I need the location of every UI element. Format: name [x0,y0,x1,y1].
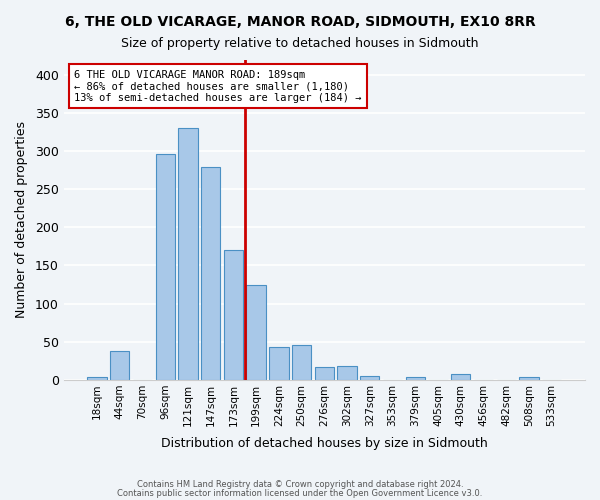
X-axis label: Distribution of detached houses by size in Sidmouth: Distribution of detached houses by size … [161,437,488,450]
Text: Contains public sector information licensed under the Open Government Licence v3: Contains public sector information licen… [118,488,482,498]
Bar [406,376,425,380]
Bar [269,347,289,380]
Bar [451,374,470,380]
Bar [519,378,539,380]
Text: 6, THE OLD VICARAGE, MANOR ROAD, SIDMOUTH, EX10 8RR: 6, THE OLD VICARAGE, MANOR ROAD, SIDMOUT… [65,15,535,29]
Bar [88,378,107,380]
Bar [337,366,357,380]
Bar [247,285,266,380]
Bar [224,250,243,380]
Bar [178,128,197,380]
Text: Size of property relative to detached houses in Sidmouth: Size of property relative to detached ho… [121,38,479,51]
Bar [360,376,379,380]
Bar [201,166,220,380]
Bar [155,154,175,380]
Text: 6 THE OLD VICARAGE MANOR ROAD: 189sqm
← 86% of detached houses are smaller (1,18: 6 THE OLD VICARAGE MANOR ROAD: 189sqm ← … [74,70,362,103]
Text: Contains HM Land Registry data © Crown copyright and database right 2024.: Contains HM Land Registry data © Crown c… [137,480,463,489]
Bar [314,366,334,380]
Y-axis label: Number of detached properties: Number of detached properties [15,122,28,318]
Bar [110,352,130,380]
Bar [292,344,311,380]
